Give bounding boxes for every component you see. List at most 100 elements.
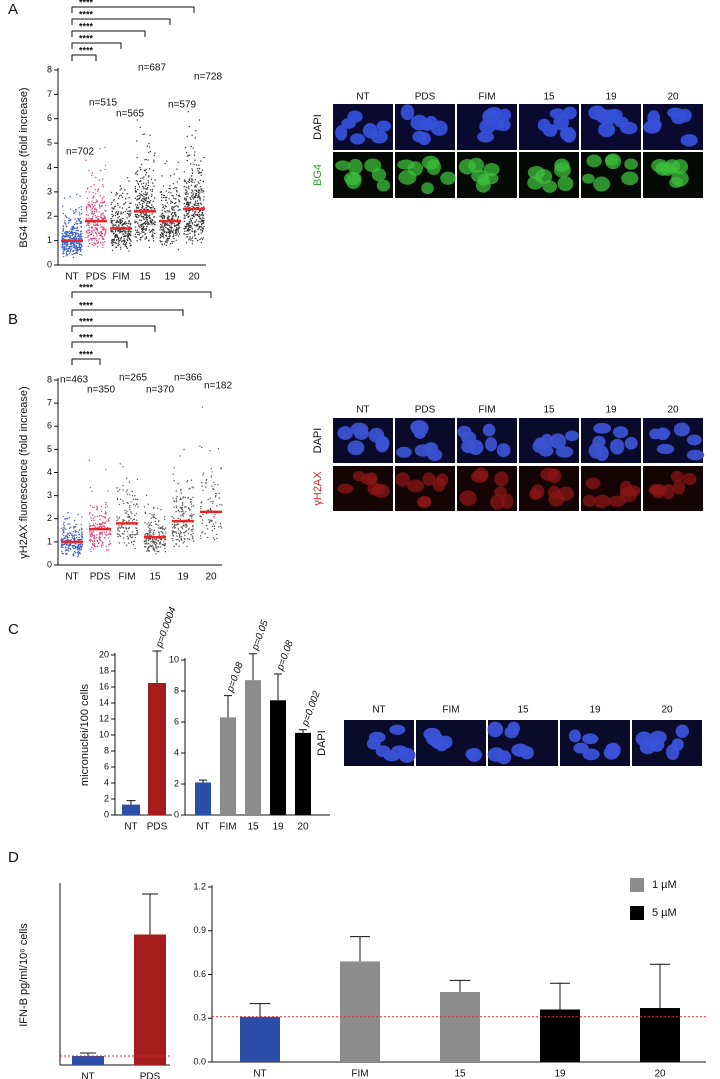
- dot: [75, 250, 76, 251]
- dot: [95, 546, 96, 547]
- dot: [115, 212, 116, 213]
- dot: [198, 212, 199, 213]
- dot: [120, 247, 121, 248]
- dot: [102, 213, 103, 214]
- dot: [202, 170, 203, 171]
- nucleus: [361, 473, 377, 485]
- dot: [74, 530, 75, 531]
- dot: [135, 188, 136, 189]
- dot: [68, 222, 69, 223]
- dot: [94, 545, 95, 546]
- dot: [155, 546, 156, 547]
- dot: [192, 243, 193, 244]
- dot: [188, 216, 189, 217]
- dot: [92, 543, 93, 544]
- dot: [99, 539, 100, 540]
- dot: [214, 539, 215, 540]
- dot: [94, 538, 95, 539]
- dot: [81, 244, 82, 245]
- dot: [80, 218, 81, 219]
- dot: [125, 223, 126, 224]
- dot: [154, 197, 155, 198]
- dot: [101, 233, 102, 234]
- dot: [153, 206, 154, 207]
- dot: [122, 466, 123, 467]
- dot: [140, 214, 141, 215]
- dot: [131, 513, 132, 514]
- dot: [210, 509, 211, 510]
- dot: [124, 235, 125, 236]
- x-tick-label: 19: [272, 822, 284, 833]
- dot: [65, 222, 66, 223]
- nucleus: [558, 176, 574, 191]
- dot: [172, 206, 173, 207]
- nucleus: [613, 426, 628, 438]
- dot: [150, 541, 151, 542]
- dot: [129, 494, 130, 495]
- dot: [142, 235, 143, 236]
- dot: [124, 244, 125, 245]
- dot: [128, 180, 129, 181]
- dot: [181, 538, 182, 539]
- nucleus: [687, 450, 705, 461]
- dot: [146, 226, 147, 227]
- dot: [200, 508, 201, 509]
- dot: [103, 227, 104, 228]
- dot: [203, 157, 204, 158]
- nucleus: [377, 179, 390, 191]
- y-tick-label: 5: [47, 138, 52, 148]
- dot: [137, 196, 138, 197]
- nucleus: [484, 173, 499, 185]
- dot: [213, 516, 214, 517]
- dot: [62, 233, 63, 234]
- dot: [102, 230, 103, 231]
- dot: [63, 531, 64, 532]
- dot: [151, 223, 152, 224]
- nucleus: [417, 496, 431, 508]
- dot: [95, 225, 96, 226]
- dot: [142, 134, 143, 135]
- dot: [77, 227, 78, 228]
- dot: [146, 183, 147, 184]
- dot: [142, 198, 143, 199]
- dot: [199, 171, 200, 172]
- dot: [165, 205, 166, 206]
- dot: [148, 152, 149, 153]
- bar: [148, 683, 166, 815]
- bracket: [72, 326, 155, 332]
- dot: [122, 234, 123, 235]
- error-bar: [153, 651, 162, 683]
- dot: [194, 224, 195, 225]
- dot: [193, 487, 194, 488]
- dot: [74, 232, 75, 233]
- dot: [167, 228, 168, 229]
- dot: [191, 168, 192, 169]
- dot: [203, 199, 204, 200]
- dot: [73, 253, 74, 254]
- dot: [119, 489, 120, 490]
- dot: [145, 533, 146, 534]
- dot: [130, 223, 131, 224]
- dot: [197, 240, 198, 241]
- dot: [125, 231, 126, 232]
- dot: [112, 241, 113, 242]
- dot: [130, 231, 131, 232]
- dot: [136, 216, 137, 217]
- nucleus: [610, 439, 624, 455]
- dot: [143, 176, 144, 177]
- nucleus: [556, 446, 574, 457]
- dot: [192, 528, 193, 529]
- dot: [144, 194, 145, 195]
- dot: [201, 238, 202, 239]
- nucleus: [562, 127, 576, 143]
- dot: [104, 241, 105, 242]
- dot: [207, 528, 208, 529]
- dot: [153, 532, 154, 533]
- dot: [132, 534, 133, 535]
- dot: [79, 254, 80, 255]
- dot: [78, 551, 79, 552]
- dot: [102, 227, 103, 228]
- dot: [117, 518, 118, 519]
- dot: [94, 227, 95, 228]
